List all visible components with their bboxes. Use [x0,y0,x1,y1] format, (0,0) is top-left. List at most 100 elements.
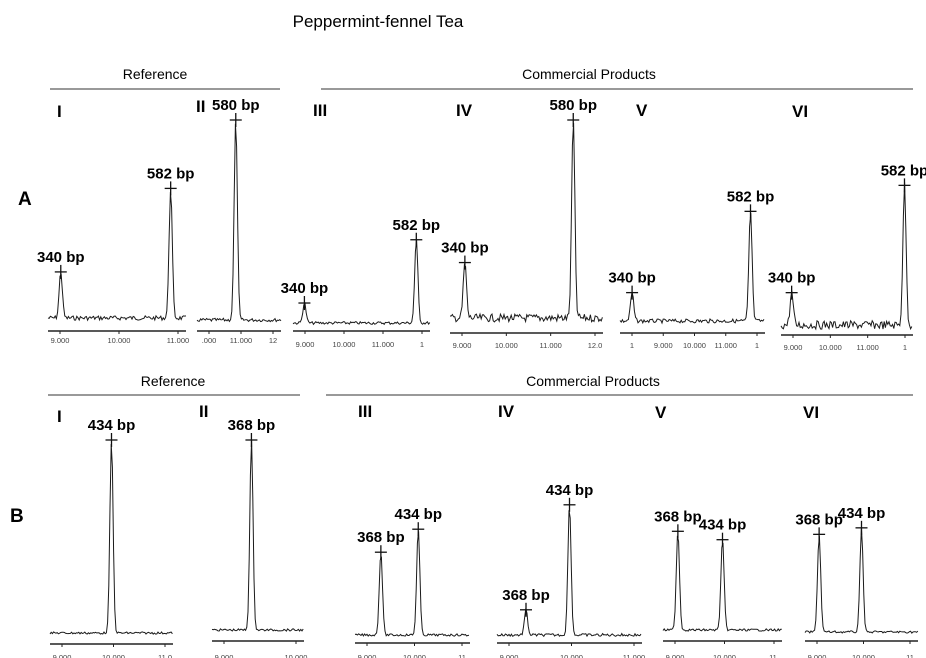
row-label-a: A [18,189,32,210]
panel-id: IV [456,101,473,120]
peak-label: 368 bp [502,587,550,604]
x-tick-label: 11.000 [167,336,189,345]
peak-label: 340 bp [608,270,656,287]
peak-label: 582 bp [393,217,441,234]
x-tick-label: 1 [903,343,907,352]
group-label-reference-b: Reference [141,373,206,389]
panel-id: III [358,402,372,421]
x-tick-label: 10.000 [102,653,125,658]
trace-line [804,527,919,634]
trace-line [450,122,603,324]
x-tick-label: 11.000 [856,343,878,352]
x-tick-label: 12 [269,336,277,345]
x-tick-label: 9.000 [296,340,315,349]
x-tick-label: 9.000 [53,653,72,658]
peak-label: 582 bp [881,162,926,179]
x-tick-label: 9.000 [500,653,519,658]
panel-id: V [655,403,667,422]
panel-b-iv: IV 368 bp 434 bp 9.000 10.000 11.000 [496,402,645,658]
x-tick-label: 10.000 [713,653,736,658]
x-tick-label: 9.000 [784,343,803,352]
figure-title: Peppermint-fennel Tea [293,12,464,31]
x-tick-label: 9.000 [215,653,234,658]
panel-id: II [199,402,208,421]
peak-label: 368 bp [228,417,276,434]
trace-line [496,510,642,638]
x-tick-label: 9.000 [666,653,685,658]
trace-line [211,440,304,632]
trace-line [619,213,765,325]
x-tick-label: 11.000 [623,653,645,658]
peak-label: 582 bp [727,188,775,205]
trace-line [662,535,782,632]
x-tick-label: 11.0 [158,653,172,658]
x-tick-label: 11.000 [715,341,737,350]
trace-line [292,239,431,326]
x-tick-label: 11.000 [230,336,252,345]
peak-label: 340 bp [441,240,489,257]
peak-label: 434 bp [546,482,594,499]
x-tick-label: 10.000 [495,341,518,350]
x-tick-label: 1 [420,340,424,349]
panel-id: VI [803,403,819,422]
x-tick-label: 1 [630,341,634,350]
x-tick-label: 10.000 [819,343,842,352]
peak-label: 434 bp [394,506,442,523]
trace-line [780,182,913,331]
panel-a-i: I 340 bp 582 bp 9.000 10.000 11.000 [37,102,194,345]
peak-label: 434 bp [699,517,747,534]
x-tick-label: 10.000 [285,653,308,658]
trace-line [49,443,173,635]
row-label-b: B [10,506,24,527]
peak-label: 368 bp [654,508,702,525]
panel-a-v: V 340 bp 582 bp 1 9.000 10.000 11.000 1 [608,101,774,350]
panel-a-iv: IV 340 bp 580 bp 9.000 10.000 11.000 12.0 [441,97,603,350]
panel-id: II [196,97,205,116]
peak-label: 582 bp [147,165,195,182]
x-tick-label: 10.000 [560,653,583,658]
panel-a-ii: II 580 bp .000 11.000 12 [196,97,282,345]
panel-b-iii: III 368 bp 434 bp 9.000 10.000 11 [354,402,470,658]
x-tick-label: 11 [906,653,914,658]
x-tick-label: 10.000 [333,340,356,349]
trace-line [47,191,187,322]
x-tick-label: 9.000 [453,341,472,350]
x-tick-label: 9.000 [808,653,827,658]
panel-b-ii: II 368 bp 9.000 10.000 [199,402,307,658]
panel-id: III [313,101,327,120]
panel-b-i: I 434 bp 9.000 10.000 11.0 [49,407,173,658]
panel-id: VI [792,102,808,121]
peak-label: 340 bp [768,270,816,287]
group-label-reference-a: Reference [123,66,188,82]
trace-line [196,123,282,323]
peak-label: 580 bp [212,97,260,114]
peak-label: 368 bp [795,511,843,528]
trace-line [354,531,470,637]
x-tick-label: 10.000 [852,653,875,658]
panel-id: I [57,407,62,426]
peak-label: 340 bp [281,280,329,297]
x-tick-label: 9.000 [358,653,377,658]
peak-label: 434 bp [88,417,136,434]
panel-id: IV [498,402,515,421]
panel-id: V [636,101,648,120]
peak-label: 340 bp [37,249,85,266]
peak-label: 580 bp [549,97,597,114]
group-label-commercial-a: Commercial Products [522,66,656,82]
panel-a-iii: III 340 bp 582 bp 9.000 10.000 11.000 1 [281,101,440,349]
group-label-commercial-b: Commercial Products [526,373,660,389]
x-tick-label: 12.0 [588,341,603,350]
x-tick-label: .000 [202,336,217,345]
x-tick-label: 11 [458,653,466,658]
x-tick-label: 11. [769,653,779,658]
peak-label: 368 bp [357,529,405,546]
x-tick-label: 1 [755,341,759,350]
x-tick-label: 9.000 [654,341,673,350]
peak-label: 434 bp [838,505,886,522]
panel-a-vi: VI 340 bp 582 bp 9.000 10.000 11.000 1 [768,102,926,352]
x-tick-label: 10.000 [108,336,131,345]
